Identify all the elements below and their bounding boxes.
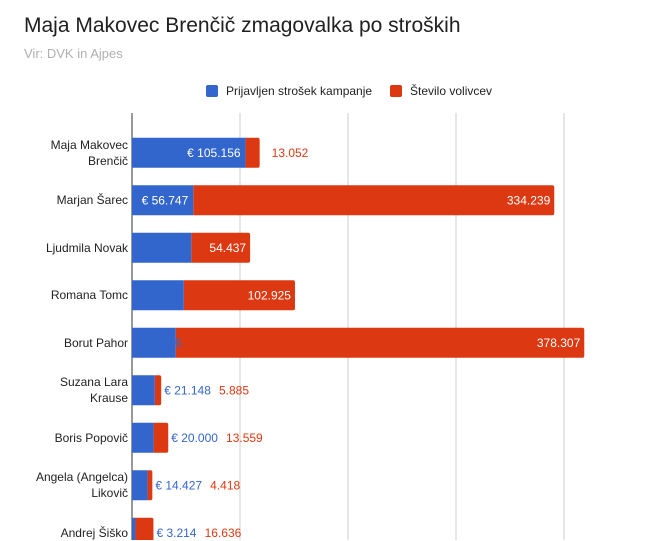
bar-voters[interactable]: [154, 375, 162, 406]
bar-voters[interactable]: [153, 422, 169, 453]
bar-voters[interactable]: [135, 517, 154, 540]
bar-voters[interactable]: [245, 137, 260, 168]
bar-voters[interactable]: [147, 470, 153, 501]
data-label-voters: 13.559: [226, 431, 263, 445]
data-label-voters: 54.437: [209, 241, 246, 255]
data-label-cost: € 40.466: [135, 336, 182, 350]
category-label: Maja Makovec Brenčič: [10, 137, 128, 169]
data-label-cost: € 20.000: [171, 431, 218, 445]
category-label-line: Maja Makovec: [50, 137, 128, 152]
data-label-cost: € 21.148: [164, 383, 211, 397]
category-label: Borut Pahor: [10, 335, 128, 351]
bar-cost[interactable]: [132, 137, 246, 168]
category-label: Marjan Šarec: [10, 192, 128, 208]
bar-voters[interactable]: [191, 232, 251, 263]
category-label-line: Marjan Šarec: [56, 193, 128, 208]
bar-cost[interactable]: [132, 185, 194, 216]
chart-title: Maja Makovec Brenčič zmagovalka po stroš…: [24, 14, 461, 37]
data-label-voters: 4.418: [210, 478, 240, 492]
data-label-cost: € 56.747: [142, 193, 189, 207]
bar-cost[interactable]: [132, 517, 136, 540]
data-label-voters: 5.885: [219, 383, 249, 397]
category-label: Angela (Angelca) Likovič: [10, 469, 128, 501]
legend-swatch-voters: [390, 85, 402, 97]
bar-cost[interactable]: [132, 232, 192, 263]
category-label-line: Ljudmila Novak: [45, 240, 128, 255]
data-label-voters: 102.925: [248, 288, 292, 302]
legend-label-voters: Število volivcev: [410, 84, 493, 98]
category-label-line: Brenčič: [87, 153, 128, 168]
category-label-line: Suzana Lara: [59, 375, 128, 390]
data-label-cost: € 14.427: [155, 478, 202, 492]
bar-voters[interactable]: [175, 327, 585, 358]
category-label: Andrej Šiško: [10, 525, 128, 541]
chart-subtitle: Vir: DVK in Ajpes: [24, 46, 123, 61]
data-label-voters: 378.307: [537, 336, 581, 350]
legend-item-voters[interactable]: Število volivcev: [390, 84, 492, 98]
legend: Prijavljen strošek kampanje Število voli…: [0, 84, 672, 104]
data-label-cost: € 105.156: [187, 146, 241, 160]
category-label: Suzana Lara Krause: [10, 374, 128, 406]
bar-voters[interactable]: [193, 185, 555, 216]
data-label-voters: 13.052: [272, 146, 309, 160]
category-label-line: Borut Pahor: [63, 335, 128, 350]
category-label-line: Angela (Angelca): [35, 470, 128, 485]
data-label-cost: € 54.916: [135, 241, 182, 255]
category-label: Romana Tomc: [10, 287, 128, 303]
data-label-voters: 16.636: [205, 526, 242, 540]
bar-voters[interactable]: [183, 280, 295, 311]
category-label: Boris Popovič: [10, 430, 128, 446]
category-label-line: Boris Popovič: [54, 430, 128, 445]
bar-cost[interactable]: [132, 280, 184, 311]
bar-cost[interactable]: [132, 470, 148, 501]
category-label-line: Andrej Šiško: [60, 525, 128, 540]
legend-swatch-cost: [206, 85, 218, 97]
category-label-line: Krause: [89, 391, 128, 406]
legend-label-cost: Prijavljen strošek kampanje: [226, 84, 373, 98]
data-label-cost: € 47.988: [135, 288, 182, 302]
category-label: Ljudmila Novak: [10, 240, 128, 256]
bar-cost[interactable]: [132, 327, 176, 358]
data-label-cost: € 3.214: [156, 526, 196, 540]
category-label-line: Likovič: [91, 486, 128, 501]
category-label-line: Romana Tomc: [50, 288, 128, 303]
legend-item-cost[interactable]: Prijavljen strošek kampanje: [206, 84, 372, 98]
data-label-voters: 334.239: [507, 193, 551, 207]
bar-cost[interactable]: [132, 375, 155, 406]
bar-cost[interactable]: [132, 422, 154, 453]
